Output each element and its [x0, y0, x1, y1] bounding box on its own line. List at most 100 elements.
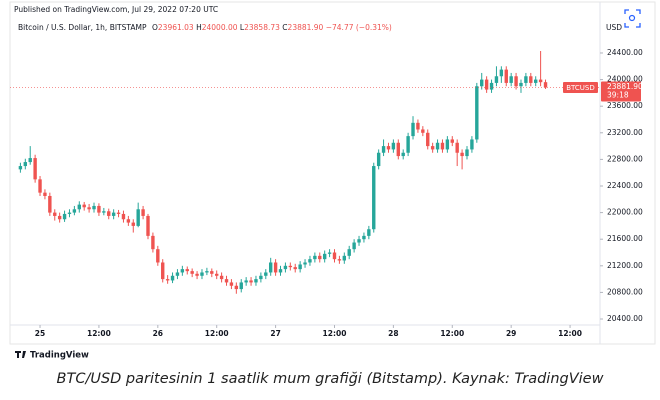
y-tick-label: 24400.00 [607, 48, 643, 57]
candle-body [111, 212, 116, 216]
stat-key: O [152, 23, 158, 32]
price-tag-box [601, 81, 641, 102]
candle-body [62, 213, 67, 220]
stat-key: C [282, 23, 287, 32]
symbol-tag: BTCUSD [566, 84, 595, 92]
brand: TradingView [15, 351, 89, 361]
candle-body [303, 262, 307, 265]
candle-body [288, 265, 293, 268]
candle-body [391, 142, 396, 150]
candle-body [121, 213, 126, 220]
y-tick-label: 24000.00 [607, 75, 643, 84]
candle-body [347, 249, 351, 256]
candle-body [102, 211, 106, 213]
candle-body [352, 242, 356, 250]
y-tick-label: 21200.00 [607, 261, 643, 270]
candle-body [33, 158, 37, 180]
brand-logo [15, 351, 26, 358]
stat-value: 23858.73 [244, 23, 280, 32]
x-tick-label: 12:00 [323, 329, 347, 338]
candle-body [224, 279, 229, 283]
y-tick-label: 21600.00 [607, 234, 643, 243]
candle-body [293, 267, 297, 270]
candle-body [376, 152, 381, 167]
y-tick-label: 23600.00 [607, 101, 643, 110]
candle-body [205, 271, 209, 273]
candle-body [455, 142, 459, 153]
y-tick-label: 20400.00 [607, 314, 643, 323]
candle-body [57, 215, 62, 220]
candle-body [372, 166, 376, 230]
candle-body [494, 76, 499, 83]
y-tick-label: 23200.00 [607, 128, 643, 137]
candle-body [234, 285, 239, 290]
candle-body [28, 158, 32, 163]
candle-body [244, 280, 248, 283]
candle-body [396, 142, 400, 157]
stat-key: H [196, 23, 202, 32]
candle-body [367, 229, 371, 236]
chart-frame [9, 1, 656, 345]
candle-body [538, 79, 543, 83]
candle-body [440, 142, 445, 150]
candle-body [268, 262, 273, 273]
x-tick-label: 29 [506, 329, 516, 338]
candle-body [195, 273, 199, 276]
candle-body [229, 282, 234, 286]
candle-body [327, 252, 332, 254]
candle-body [156, 249, 160, 263]
candle-body [23, 162, 28, 167]
candle-body [82, 204, 86, 208]
candle-body [254, 279, 258, 283]
candle-body [401, 152, 405, 157]
candle-body [249, 280, 253, 283]
candle-body [273, 262, 278, 273]
chart-title: Bitcoin / U.S. Dollar, 1h, BITSTAMP [18, 23, 147, 32]
candle-body [72, 209, 77, 213]
countdown: 39:18 [607, 90, 629, 99]
candle-body [97, 205, 101, 213]
published-note: Published on TradingView.com, Jul 29, 20… [14, 5, 218, 14]
stat-value: 24000.00 [202, 23, 238, 32]
candle-body [278, 269, 283, 273]
expand-icon[interactable] [624, 9, 641, 28]
candle-body [126, 219, 131, 223]
change: −74.77 (−0.31%) [326, 23, 392, 32]
stat-value: 23881.90 [288, 23, 324, 32]
price-tag: 23881.90 [607, 82, 643, 91]
candle-body [430, 146, 435, 150]
candle-body [170, 275, 175, 281]
candle-body [381, 146, 386, 153]
candle-body [489, 82, 494, 90]
candle-body [450, 139, 454, 143]
candle-body [524, 76, 528, 83]
candle-body [543, 82, 548, 88]
candle-body [165, 279, 170, 281]
x-tick-label: 12:00 [87, 329, 111, 338]
stat-value: 23961.03 [158, 23, 194, 32]
ohlc-legend: O23961.03 H24000.00 L23858.73 C23881.90 … [152, 23, 392, 32]
expand-icon-frame[interactable] [624, 9, 641, 28]
candle-body [386, 146, 391, 150]
x-tick-label: 12:00 [440, 329, 464, 338]
candle-body [298, 264, 302, 270]
candle-body [239, 282, 243, 290]
candle-body [332, 252, 337, 260]
candle-body [322, 253, 327, 260]
candle-body [504, 69, 508, 83]
candle-body [509, 76, 513, 83]
symbol-tag-box [563, 81, 598, 93]
brand-name: TradingView [30, 351, 89, 361]
candle-body [259, 275, 263, 280]
expand-icon-lens[interactable] [628, 14, 636, 22]
stat-key: L [240, 23, 245, 32]
y-tick-label: 22800.00 [607, 154, 643, 163]
x-tick-label: 27 [270, 329, 280, 338]
candle-body [283, 265, 288, 270]
candle-body [529, 76, 533, 83]
candle-body [185, 269, 189, 272]
candle-body [175, 272, 180, 276]
candle-body [219, 275, 224, 280]
